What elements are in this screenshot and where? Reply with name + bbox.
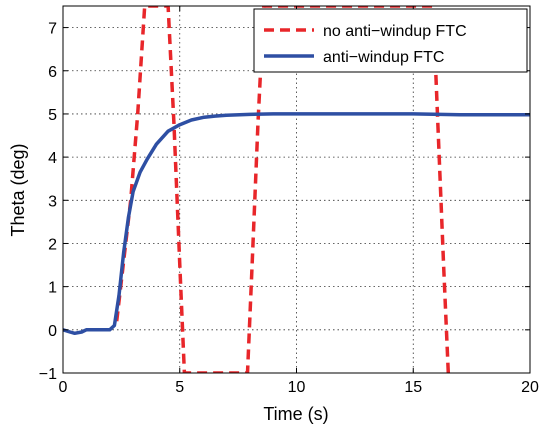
x-tick-label: 5 xyxy=(175,379,184,396)
x-tick-label: 10 xyxy=(288,379,306,396)
grid xyxy=(63,6,530,373)
y-tick-label: 3 xyxy=(48,193,57,210)
legend-box xyxy=(253,8,528,73)
y-tick-label: 5 xyxy=(48,107,57,124)
x-tick-label: 15 xyxy=(404,379,422,396)
y-axis-label: Theta (deg) xyxy=(8,143,28,236)
legend: no anti−windup FTC anti−windup FTC xyxy=(253,8,528,73)
y-tick-label: 0 xyxy=(48,323,57,340)
legend-label-anti-windup: anti−windup FTC xyxy=(323,49,444,66)
x-tick-label: 0 xyxy=(59,379,68,396)
axis-ticks xyxy=(62,6,531,374)
y-tick-label: 6 xyxy=(48,64,57,81)
x-tick-label: 20 xyxy=(521,379,539,396)
y-tick-label: 7 xyxy=(48,21,57,38)
y-tick-label: 4 xyxy=(48,150,57,167)
y-tick-label: −1 xyxy=(39,366,57,383)
y-tick-label: 1 xyxy=(48,280,57,297)
series-line-anti-windup xyxy=(63,112,530,336)
legend-label-no-anti-windup: no anti−windup FTC xyxy=(323,23,467,40)
x-axis-label: Time (s) xyxy=(263,404,328,424)
y-tick-label: 2 xyxy=(48,236,57,253)
